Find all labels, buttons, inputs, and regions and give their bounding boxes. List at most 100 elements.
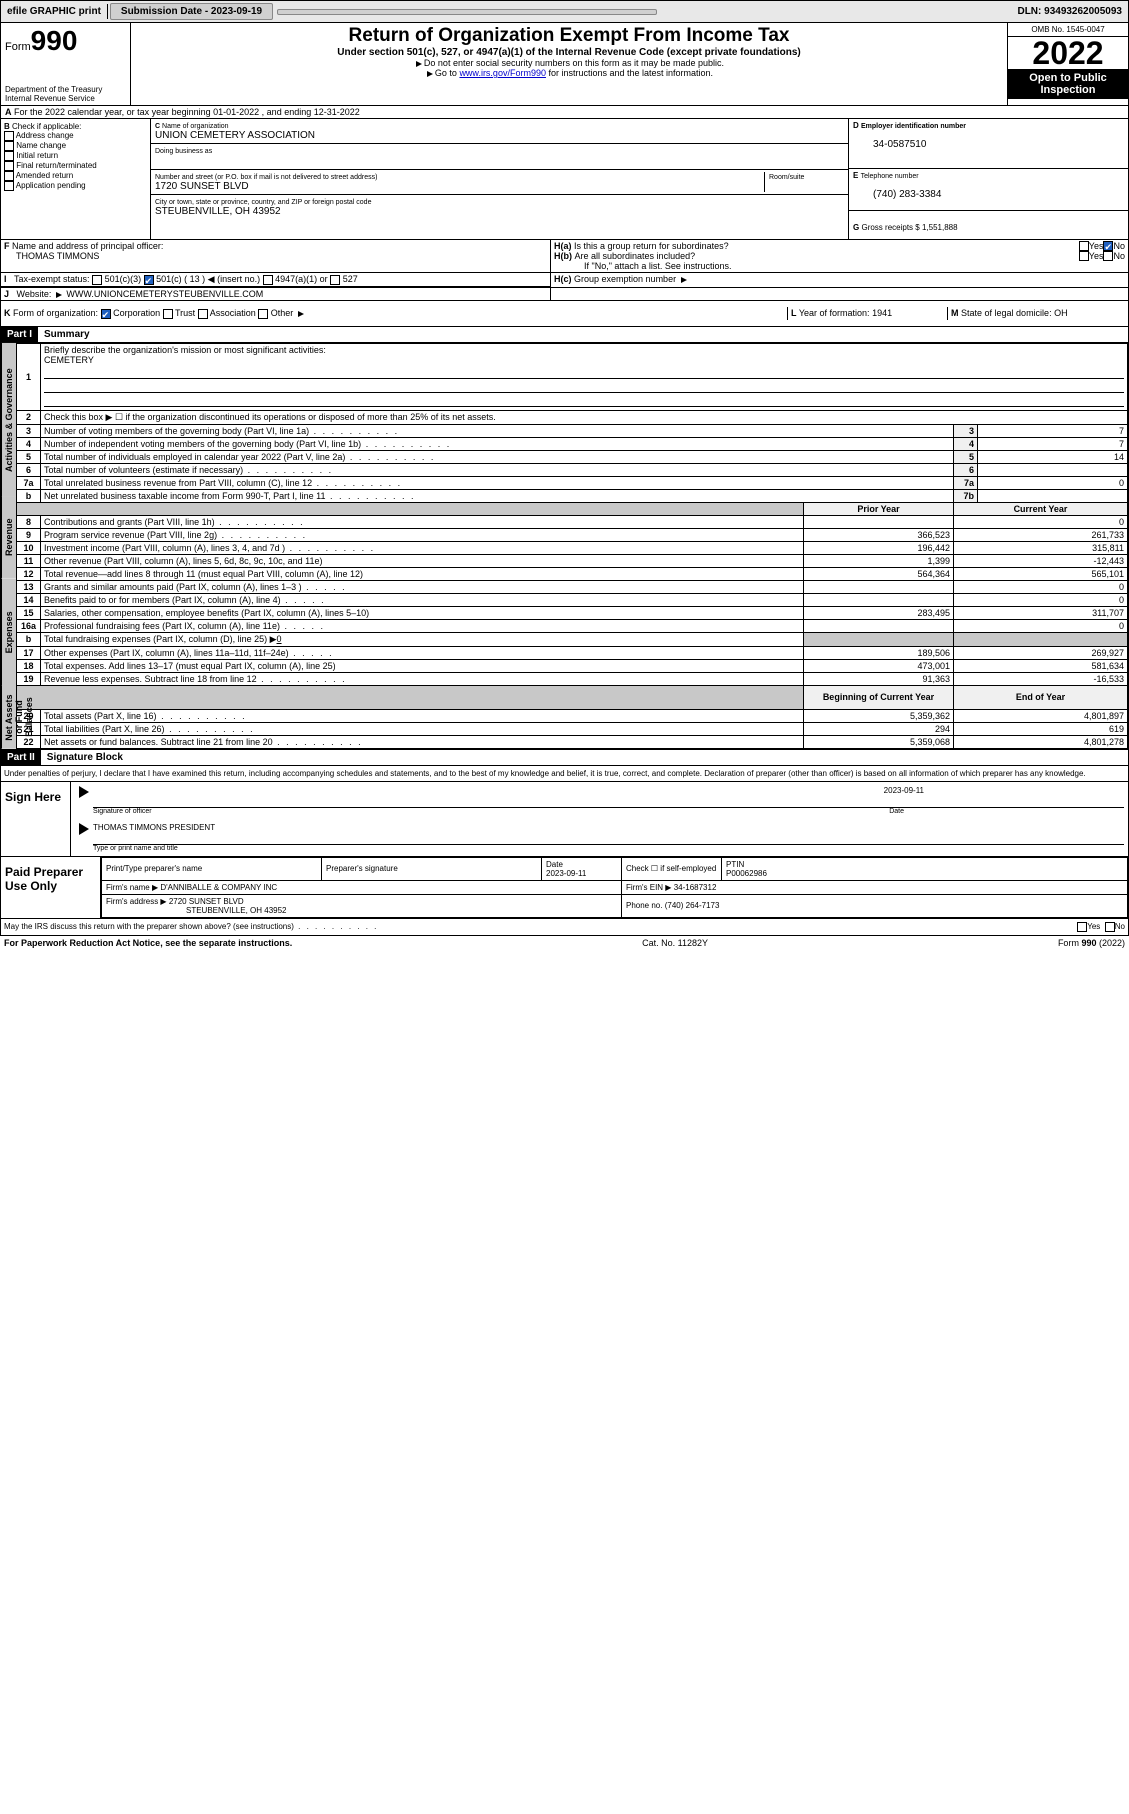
may-discuss-label: May the IRS discuss this return with the… <box>4 922 1077 932</box>
sign-here-label: Sign Here <box>1 782 71 856</box>
application-pending-checkbox[interactable] <box>4 181 14 191</box>
line-19-prior: 91,363 <box>804 672 954 685</box>
line-5-value: 14 <box>978 450 1128 463</box>
line-10-prior: 196,442 <box>804 541 954 554</box>
yes-label: Yes <box>1089 241 1104 251</box>
501c3-checkbox[interactable] <box>92 275 102 285</box>
triangle-icon <box>298 311 304 317</box>
name-title-label: Type or print name and title <box>93 844 1124 852</box>
ha-yes-checkbox[interactable] <box>1079 241 1089 251</box>
association-checkbox[interactable] <box>198 309 208 319</box>
line-21-prior: 294 <box>804 722 954 735</box>
ha-no-checkbox[interactable]: ✔ <box>1103 241 1113 251</box>
line-16a-prior <box>804 619 954 632</box>
opt-name-change: Name change <box>16 141 66 150</box>
triangle-icon <box>416 61 422 67</box>
summary-section: Activities & Governance Revenue Expenses… <box>0 343 1129 750</box>
opt-corporation: Corporation <box>113 308 160 318</box>
city-label: City or town, state or province, country… <box>155 199 371 206</box>
opt-527: 527 <box>343 274 358 284</box>
tax-year-range: For the 2022 calendar year, or tax year … <box>14 107 360 117</box>
page-footer: For Paperwork Reduction Act Notice, see … <box>0 936 1129 950</box>
line-9-current: 261,733 <box>954 528 1128 541</box>
domicile-value: OH <box>1054 308 1068 318</box>
line-16b-label: Total fundraising expenses (Part IX, col… <box>44 634 277 644</box>
form-subtitle: Under section 501(c), 527, or 4947(a)(1)… <box>135 47 1003 58</box>
org-name: UNION CEMETERY ASSOCIATION <box>155 130 315 141</box>
corporation-checkbox[interactable]: ✔ <box>101 309 111 319</box>
trust-checkbox[interactable] <box>163 309 173 319</box>
opt-application-pending: Application pending <box>16 181 86 190</box>
row-klm: K Form of organization: ✔ Corporation Tr… <box>0 301 1129 327</box>
no-label: No <box>1113 241 1125 251</box>
officer-label: Name and address of principal officer: <box>12 241 163 251</box>
part2-title: Signature Block <box>41 750 129 765</box>
line-21-current: 619 <box>954 722 1128 735</box>
initial-return-checkbox[interactable] <box>4 151 14 161</box>
name-change-checkbox[interactable] <box>4 141 14 151</box>
row-ij: I Tax-exempt status: 501(c)(3) ✔ 501(c) … <box>0 273 1129 288</box>
triangle-icon <box>681 277 687 283</box>
amended-return-checkbox[interactable] <box>4 171 14 181</box>
submission-date-button[interactable]: Submission Date - 2023-09-19 <box>110 3 273 20</box>
website-value: WWW.UNIONCEMETERYSTEUBENVILLE.COM <box>66 289 263 299</box>
part2-header: Part II Signature Block <box>0 750 1129 766</box>
other-checkbox[interactable] <box>258 309 268 319</box>
paid-preparer-label: Paid Preparer Use Only <box>1 857 101 918</box>
hb-yes-checkbox[interactable] <box>1079 251 1089 261</box>
opt-4947: 4947(a)(1) or <box>275 274 328 284</box>
form990-link[interactable]: www.irs.gov/Form990 <box>459 68 546 78</box>
line-20-label: Total assets (Part X, line 16) <box>44 711 247 721</box>
line-18-current: 581,634 <box>954 659 1128 672</box>
4947-checkbox[interactable] <box>263 275 273 285</box>
yes-label: Yes <box>1089 251 1104 261</box>
may-no-checkbox[interactable] <box>1105 922 1115 932</box>
line-7a-value: 0 <box>978 476 1128 489</box>
group-exemption-label: Group exemption number <box>574 274 676 284</box>
address-change-checkbox[interactable] <box>4 131 14 141</box>
may-yes-checkbox[interactable] <box>1077 922 1087 932</box>
signature-block: Under penalties of perjury, I declare th… <box>0 766 1129 936</box>
officer-name: THOMAS TIMMONS <box>4 251 99 261</box>
dept-label: Department of the Treasury <box>5 85 126 94</box>
line-11-prior: 1,399 <box>804 554 954 567</box>
hb-no-checkbox[interactable] <box>1103 251 1113 261</box>
col-b-checkboxes: B Check if applicable: Address change Na… <box>1 119 151 239</box>
opt-final-return: Final return/terminated <box>16 161 96 170</box>
phone-value: (740) 283-3384 <box>853 189 941 200</box>
declaration-text: Under penalties of perjury, I declare th… <box>1 766 1128 781</box>
no-label: No <box>1113 251 1125 261</box>
opt-initial-return: Initial return <box>16 151 58 160</box>
preparer-table: Print/Type preparer's name Preparer's si… <box>101 857 1128 918</box>
website-label: Website: <box>17 289 52 299</box>
addr-label: Number and street (or P.O. box if mail i… <box>155 174 377 181</box>
beginning-year-header: Beginning of Current Year <box>804 685 954 709</box>
prep-date-label: Date <box>546 860 563 869</box>
blank-button[interactable] <box>277 9 657 15</box>
efile-label: efile GRAPHIC print <box>1 4 108 19</box>
sig-date-value: 2023-09-11 <box>93 786 1124 795</box>
line-9-prior: 366,523 <box>804 528 954 541</box>
line-6-value <box>978 463 1128 476</box>
final-return-checkbox[interactable] <box>4 161 14 171</box>
tab-governance: Activities & Governance <box>1 343 16 497</box>
domicile-label: State of legal domicile: <box>961 308 1052 318</box>
line-21-label: Total liabilities (Part X, line 26) <box>44 724 255 734</box>
line-14-label: Benefits paid to or for members (Part IX… <box>44 595 326 605</box>
501c-checkbox[interactable]: ✔ <box>144 275 154 285</box>
line-19-current: -16,533 <box>954 672 1128 685</box>
irs-label: Internal Revenue Service <box>5 94 126 103</box>
form-header: Form990 Department of the Treasury Inter… <box>0 23 1129 106</box>
line-2-label: Check this box ▶ ☐ if the organization d… <box>41 410 1128 424</box>
firm-name-value: D'ANNIBALLE & COMPANY INC <box>160 883 277 892</box>
line-9-label: Program service revenue (Part VIII, line… <box>44 530 307 540</box>
line-12-label: Total revenue—add lines 8 through 11 (mu… <box>44 569 363 579</box>
end-year-header: End of Year <box>954 685 1128 709</box>
block-bcdeg: B Check if applicable: Address change Na… <box>0 119 1129 240</box>
col-c: C Name of organizationUNION CEMETERY ASS… <box>151 119 848 239</box>
part1-title: Summary <box>38 327 96 342</box>
527-checkbox[interactable] <box>330 275 340 285</box>
tab-revenue: Revenue <box>1 497 16 578</box>
city-state-zip: STEUBENVILLE, OH 43952 <box>155 206 281 217</box>
line-a: A For the 2022 calendar year, or tax yea… <box>0 106 1129 119</box>
